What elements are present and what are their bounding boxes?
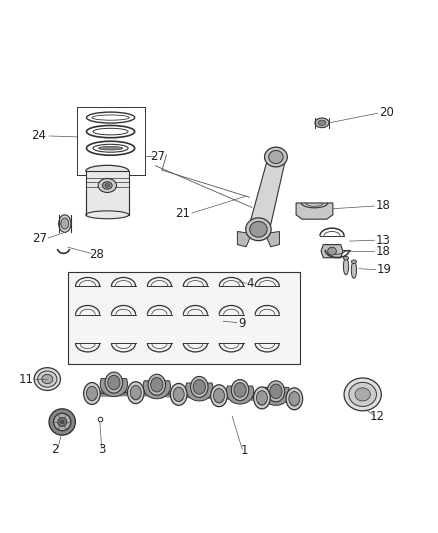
Ellipse shape	[344, 378, 381, 411]
Ellipse shape	[148, 374, 166, 395]
Ellipse shape	[173, 387, 184, 402]
Polygon shape	[237, 231, 252, 247]
Ellipse shape	[131, 385, 141, 400]
Ellipse shape	[193, 379, 205, 394]
Text: 4: 4	[246, 277, 254, 289]
Ellipse shape	[38, 371, 57, 387]
Ellipse shape	[86, 165, 129, 177]
Ellipse shape	[86, 386, 97, 401]
Text: 12: 12	[370, 410, 385, 423]
Polygon shape	[68, 272, 300, 364]
Ellipse shape	[286, 388, 303, 410]
Ellipse shape	[84, 383, 100, 405]
Ellipse shape	[211, 385, 227, 407]
Text: 18: 18	[376, 199, 391, 212]
Polygon shape	[296, 203, 333, 219]
Ellipse shape	[53, 413, 71, 431]
Text: 2: 2	[51, 443, 59, 456]
Ellipse shape	[59, 215, 71, 232]
Ellipse shape	[61, 218, 69, 229]
Ellipse shape	[102, 182, 112, 189]
Text: 27: 27	[32, 232, 47, 245]
Ellipse shape	[105, 184, 110, 187]
Polygon shape	[226, 386, 254, 404]
Ellipse shape	[254, 387, 270, 409]
Ellipse shape	[58, 418, 67, 426]
Text: 18: 18	[376, 245, 391, 257]
Ellipse shape	[42, 375, 53, 384]
Polygon shape	[262, 387, 290, 405]
Text: 20: 20	[379, 106, 394, 119]
Text: 21: 21	[176, 207, 191, 220]
Ellipse shape	[343, 256, 349, 260]
Text: 27: 27	[150, 150, 165, 163]
Ellipse shape	[250, 221, 267, 237]
Polygon shape	[321, 245, 343, 258]
Bar	[86, 171, 129, 215]
Ellipse shape	[34, 368, 60, 391]
Ellipse shape	[246, 218, 271, 241]
Ellipse shape	[343, 258, 349, 275]
Text: 9: 9	[238, 317, 246, 330]
Ellipse shape	[127, 382, 144, 403]
Text: 1: 1	[240, 444, 248, 457]
Text: 11: 11	[19, 373, 34, 385]
Text: 3: 3	[98, 443, 105, 456]
Ellipse shape	[99, 147, 123, 150]
Text: 13: 13	[376, 233, 391, 247]
Ellipse shape	[267, 381, 285, 402]
Ellipse shape	[234, 383, 246, 397]
Ellipse shape	[289, 392, 300, 406]
Ellipse shape	[318, 120, 326, 125]
Polygon shape	[143, 381, 170, 399]
Ellipse shape	[105, 372, 123, 393]
Ellipse shape	[108, 375, 120, 390]
Polygon shape	[249, 159, 286, 227]
Ellipse shape	[214, 389, 224, 403]
Ellipse shape	[349, 382, 376, 407]
Polygon shape	[100, 378, 127, 397]
Ellipse shape	[270, 384, 282, 399]
Ellipse shape	[351, 262, 357, 278]
Ellipse shape	[170, 383, 187, 405]
Text: 24: 24	[31, 130, 46, 142]
Ellipse shape	[351, 260, 357, 263]
Ellipse shape	[265, 147, 287, 167]
Ellipse shape	[315, 118, 329, 128]
Text: 19: 19	[377, 263, 392, 276]
Ellipse shape	[49, 409, 75, 435]
Ellipse shape	[328, 247, 336, 255]
Ellipse shape	[256, 391, 267, 405]
Ellipse shape	[231, 379, 249, 400]
Ellipse shape	[151, 377, 163, 392]
Ellipse shape	[355, 388, 370, 401]
Polygon shape	[186, 383, 213, 401]
Ellipse shape	[191, 376, 208, 398]
Text: 28: 28	[89, 248, 104, 261]
Ellipse shape	[60, 420, 64, 424]
Polygon shape	[265, 231, 279, 247]
Ellipse shape	[98, 179, 117, 192]
Ellipse shape	[269, 150, 283, 164]
Ellipse shape	[86, 211, 129, 219]
